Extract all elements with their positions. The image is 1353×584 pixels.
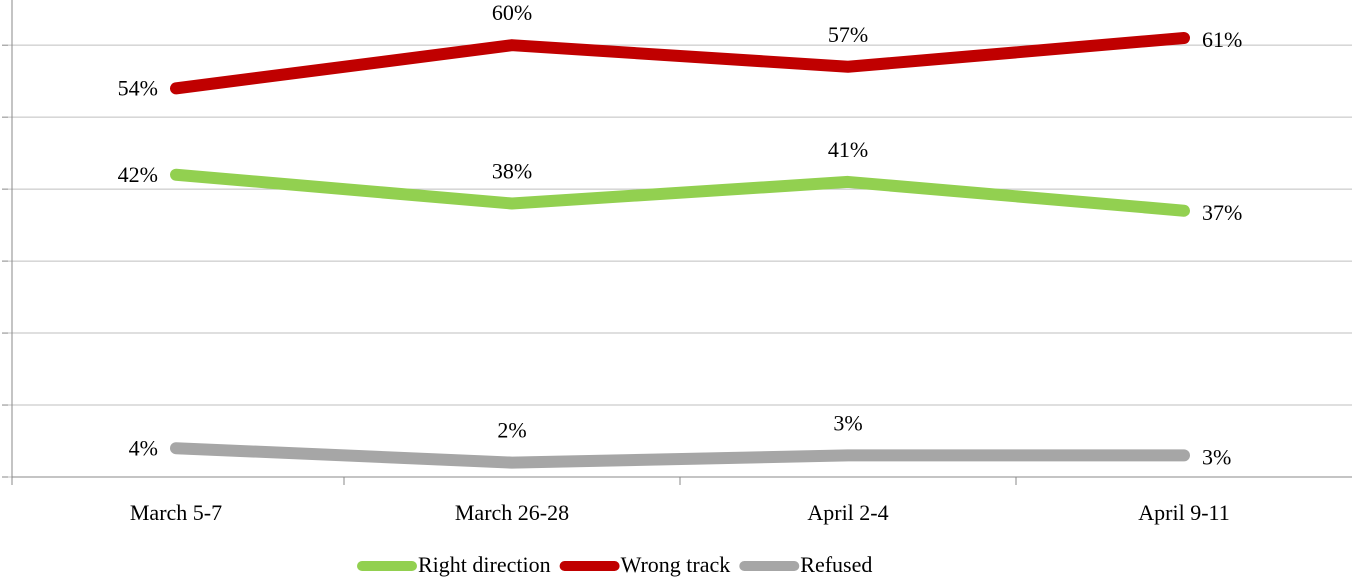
data-label: 61% <box>1202 27 1242 52</box>
data-label: 2% <box>497 418 526 443</box>
data-label: 60% <box>492 0 532 25</box>
x-tick-label: April 9-11 <box>1138 500 1229 525</box>
data-label: 37% <box>1202 200 1242 225</box>
data-label: 3% <box>833 410 862 435</box>
data-label: 3% <box>1202 444 1231 469</box>
data-label: 38% <box>492 159 532 184</box>
series-line <box>170 31 1190 95</box>
legend-label: Right direction <box>418 552 551 577</box>
x-tick-label: April 2-4 <box>807 500 888 525</box>
data-label: 42% <box>118 162 158 187</box>
legend-label: Refused <box>800 552 872 577</box>
series-line <box>170 168 1190 217</box>
x-tick-label: March 26-28 <box>455 500 569 525</box>
data-label: 54% <box>118 75 158 100</box>
legend-label: Wrong track <box>621 552 731 577</box>
data-label: 41% <box>828 137 868 162</box>
data-label: 4% <box>129 435 158 460</box>
series-line <box>170 442 1190 469</box>
data-label: 57% <box>828 22 868 47</box>
x-tick-label: March 5-7 <box>130 500 222 525</box>
